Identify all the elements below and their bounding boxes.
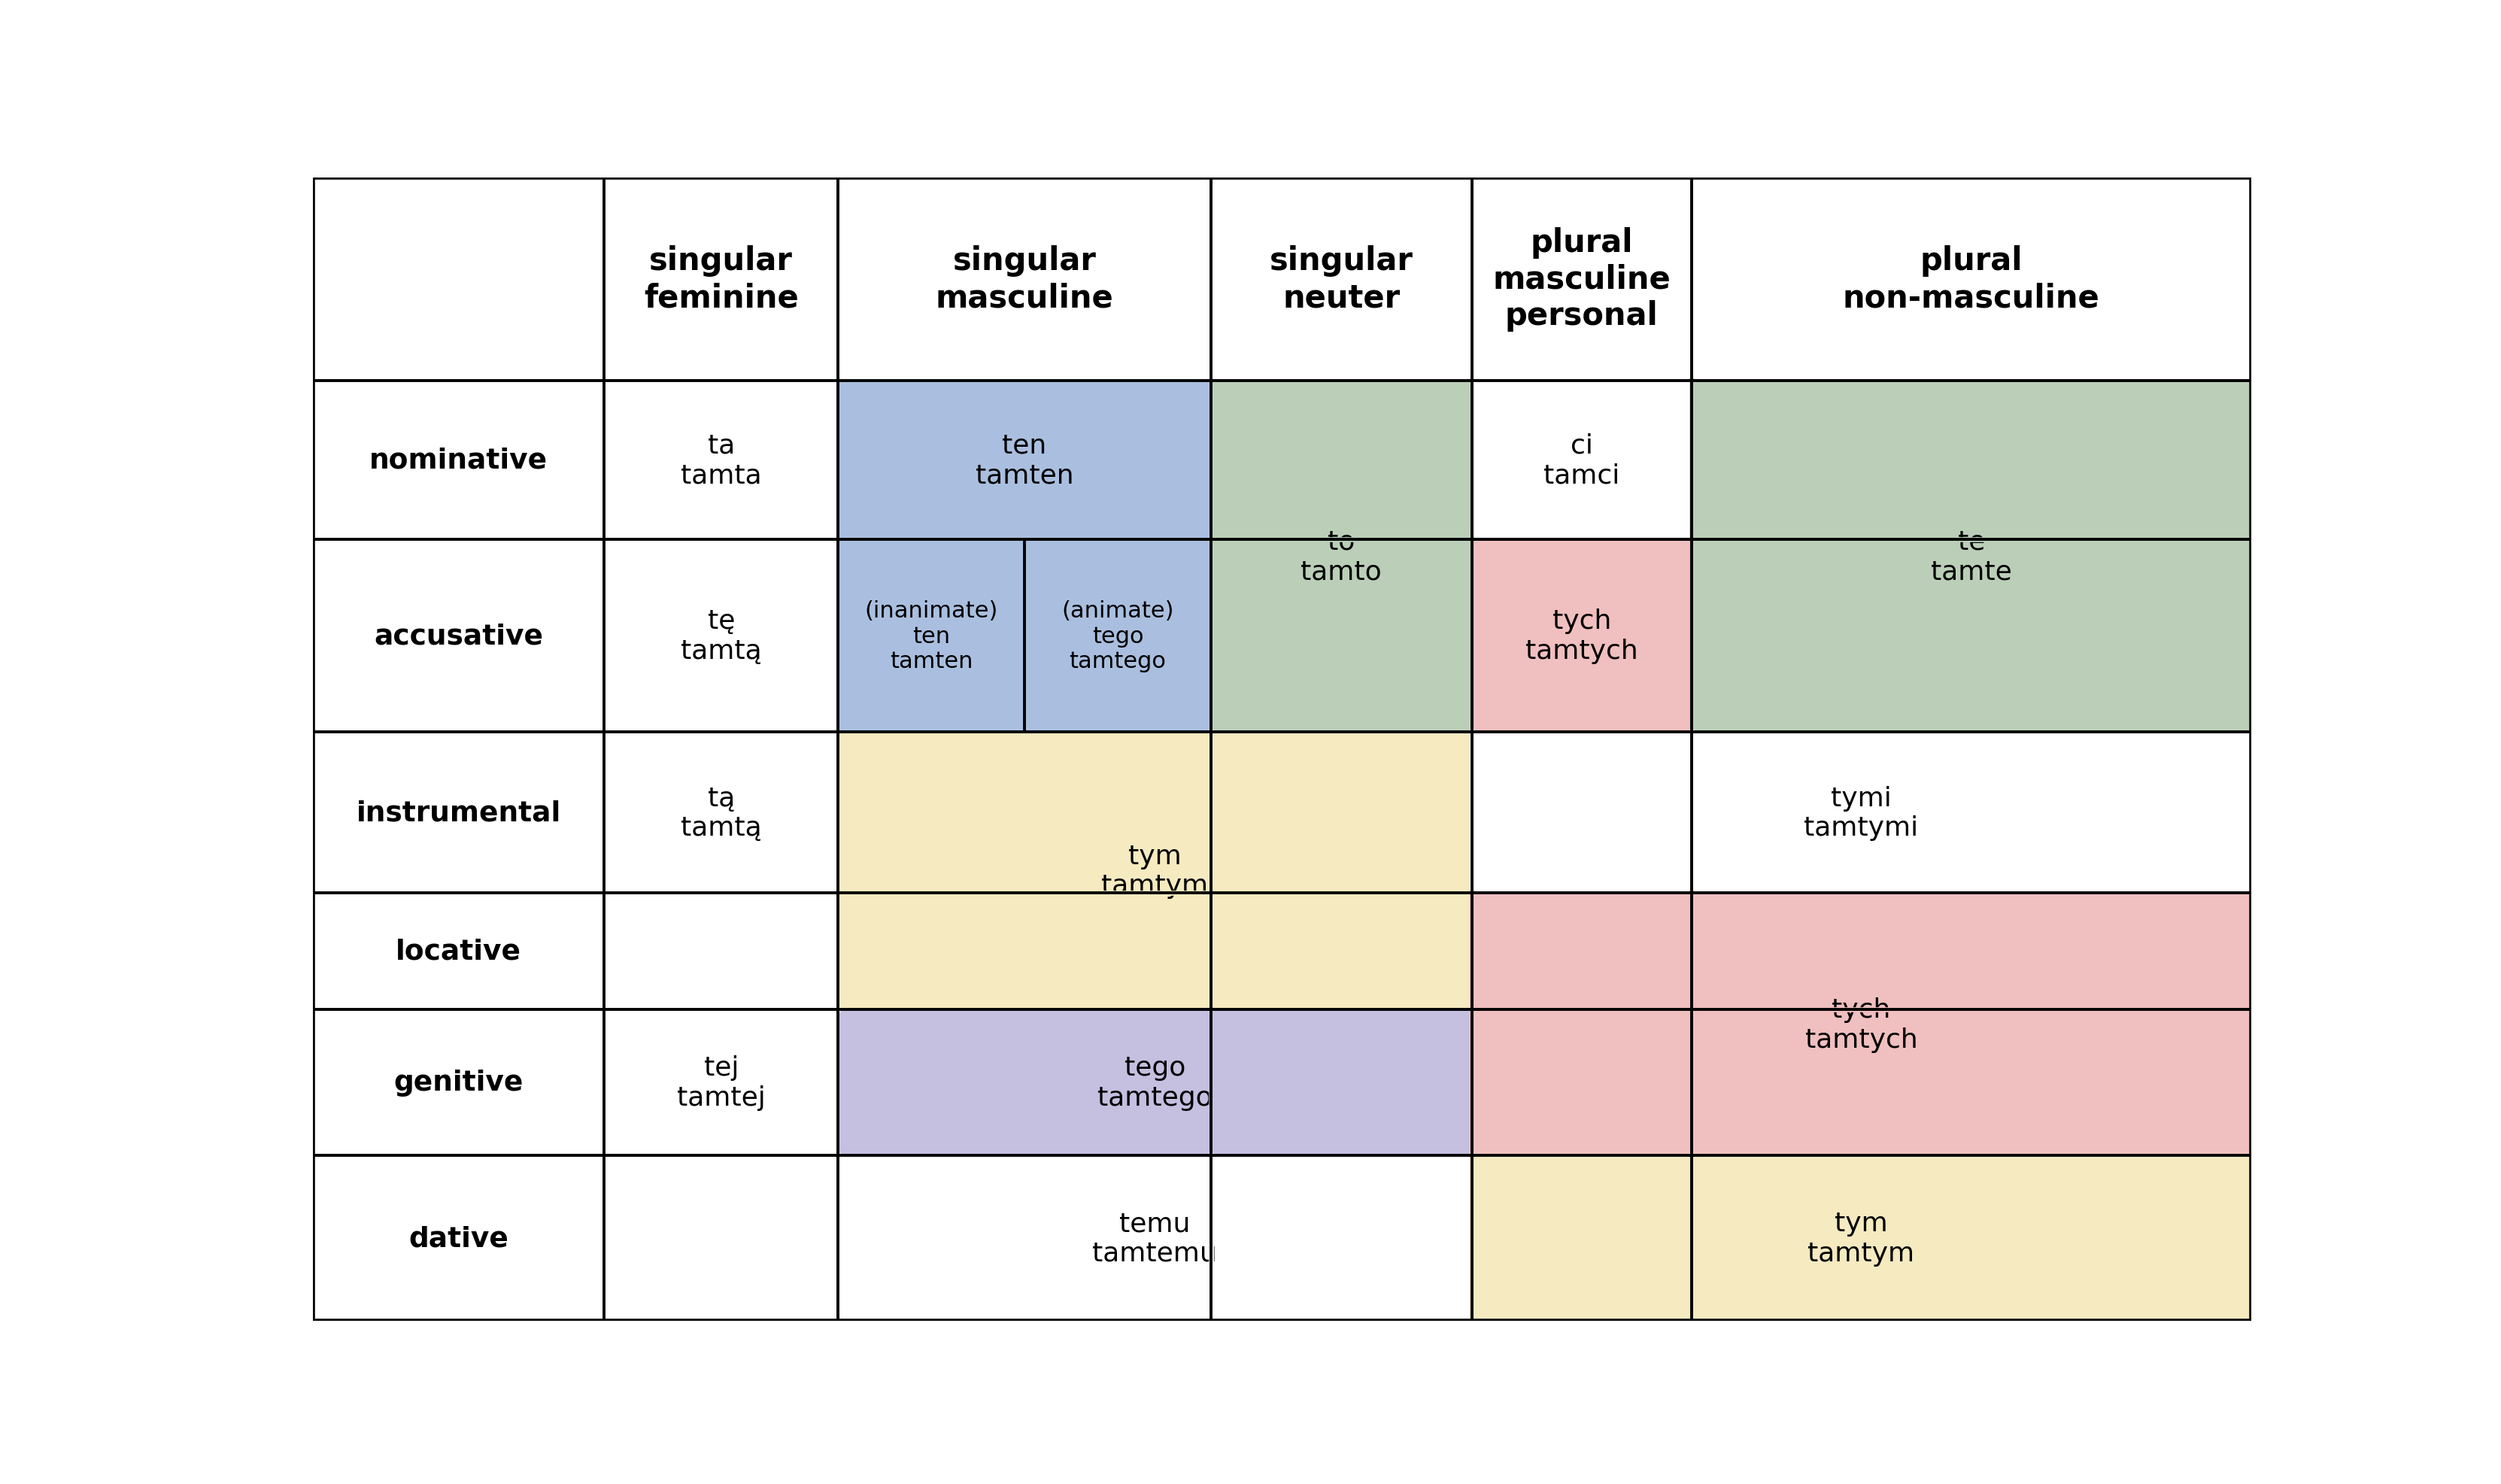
Bar [605, 732, 838, 893]
Bar [1471, 540, 1691, 732]
Bar [313, 1156, 605, 1321]
Text: ci
tamci: ci tamci [1543, 433, 1621, 488]
Bar [838, 1009, 1471, 1156]
Bar [1471, 732, 2251, 893]
Text: tych
tamtych: tych tamtych [1806, 997, 1918, 1052]
Bar [313, 732, 605, 893]
Text: tego
tamtego: tego tamtego [1098, 1055, 1213, 1110]
Text: singular
masculine: singular masculine [935, 245, 1113, 313]
Text: dative: dative [408, 1224, 508, 1251]
Bar [313, 1009, 605, 1156]
Text: accusative: accusative [373, 622, 543, 650]
Text: instrumental: instrumental [355, 800, 560, 827]
Bar [838, 381, 1210, 540]
Text: temu
tamtemu: temu tamtemu [1093, 1211, 1218, 1266]
Text: tym
tamtym: tym tamtym [1808, 1211, 1916, 1266]
Text: te
tamte: te tamte [1931, 528, 2011, 585]
Text: locative: locative [395, 938, 520, 965]
Text: plural
non-masculine: plural non-masculine [1843, 245, 2101, 313]
Bar [313, 178, 2251, 381]
Bar [1471, 381, 1691, 540]
Bar [1025, 540, 1210, 732]
Text: to
tamto: to tamto [1301, 528, 1383, 585]
Text: genitive: genitive [393, 1068, 523, 1097]
Bar [313, 381, 605, 540]
Text: tym
tamtym: tym tamtym [1100, 843, 1208, 898]
Text: tę
tamtą: tę tamtą [680, 608, 763, 663]
Text: singular
feminine: singular feminine [643, 245, 798, 313]
Bar [1471, 893, 2251, 1156]
Text: tymi
tamtymi: tymi tamtymi [1803, 785, 1918, 840]
Text: ten
tamten: ten tamten [975, 433, 1073, 488]
Text: nominative: nominative [370, 447, 548, 473]
Bar [1471, 1156, 2251, 1321]
Bar [313, 540, 605, 732]
Text: tej
tamtej: tej tamtej [678, 1055, 765, 1110]
Bar [605, 893, 838, 1321]
Text: tych
tamtych: tych tamtych [1526, 608, 1638, 663]
Text: plural
masculine
personal: plural masculine personal [1493, 227, 1671, 332]
Bar [605, 540, 838, 732]
Bar [1691, 381, 2251, 732]
Bar [1210, 381, 1471, 732]
Bar [838, 1156, 1471, 1321]
Text: (inanimate)
ten
tamten: (inanimate) ten tamten [865, 600, 998, 672]
Text: ta
tamta: ta tamta [680, 433, 763, 488]
Bar [838, 540, 1025, 732]
Bar [605, 381, 838, 540]
Text: tą
tamtą: tą tamtą [680, 785, 763, 840]
Text: singular
neuter: singular neuter [1271, 245, 1413, 313]
Text: (animate)
tego
tamtego: (animate) tego tamtego [1060, 600, 1173, 672]
Bar [313, 893, 605, 1009]
Bar [838, 732, 1471, 1009]
